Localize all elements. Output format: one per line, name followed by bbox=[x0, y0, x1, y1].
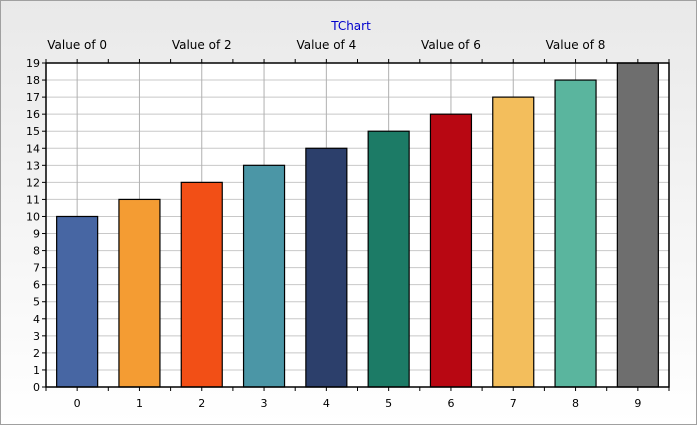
x-tick-label: 5 bbox=[385, 397, 392, 410]
y-tick-label: 15 bbox=[26, 125, 40, 138]
bar bbox=[554, 79, 597, 388]
top-axis-label: Value of 0 bbox=[47, 38, 107, 52]
y-tick-label: 14 bbox=[26, 142, 40, 155]
x-tick-label: 0 bbox=[74, 397, 81, 410]
y-tick-label: 6 bbox=[33, 279, 40, 292]
x-tick-label: 9 bbox=[634, 397, 641, 410]
x-tick-label: 3 bbox=[261, 397, 268, 410]
top-axis-label: Value of 6 bbox=[421, 38, 481, 52]
y-tick-label: 16 bbox=[26, 108, 40, 121]
bar bbox=[180, 181, 223, 388]
x-tick-label: 7 bbox=[510, 397, 517, 410]
top-axis-label: Value of 4 bbox=[296, 38, 356, 52]
top-axis-label: Value of 8 bbox=[546, 38, 606, 52]
y-tick-label: 17 bbox=[26, 91, 40, 104]
y-tick-label: 19 bbox=[26, 57, 40, 70]
x-tick-label: 6 bbox=[447, 397, 454, 410]
x-tick-label: 2 bbox=[198, 397, 205, 410]
y-tick-label: 0 bbox=[33, 381, 40, 394]
y-tick-label: 5 bbox=[33, 296, 40, 309]
bar bbox=[492, 96, 535, 388]
top-axis-label: Value of 2 bbox=[172, 38, 232, 52]
bar bbox=[429, 113, 473, 388]
bar bbox=[305, 147, 348, 388]
bar bbox=[242, 164, 286, 388]
y-tick-label: 13 bbox=[26, 159, 40, 172]
y-tick-label: 1 bbox=[33, 364, 40, 377]
y-tick-label: 9 bbox=[33, 228, 40, 241]
y-tick-label: 2 bbox=[33, 347, 40, 360]
bar bbox=[616, 62, 659, 388]
y-tick-label: 7 bbox=[33, 262, 40, 275]
y-tick-label: 12 bbox=[26, 176, 40, 189]
chart-title: TChart bbox=[330, 19, 371, 33]
x-tick-label: 4 bbox=[323, 397, 330, 410]
bar bbox=[118, 198, 161, 388]
plot-frame bbox=[45, 62, 670, 388]
y-tick-label: 11 bbox=[26, 193, 40, 206]
bar bbox=[367, 130, 410, 388]
y-tick-label: 10 bbox=[26, 210, 40, 223]
y-tick-label: 3 bbox=[33, 330, 40, 343]
x-tick-label: 1 bbox=[136, 397, 143, 410]
y-tick-label: 8 bbox=[33, 245, 40, 258]
y-tick-label: 18 bbox=[26, 74, 40, 87]
bar bbox=[56, 215, 99, 388]
x-tick-label: 8 bbox=[572, 397, 579, 410]
y-tick-label: 4 bbox=[33, 313, 40, 326]
